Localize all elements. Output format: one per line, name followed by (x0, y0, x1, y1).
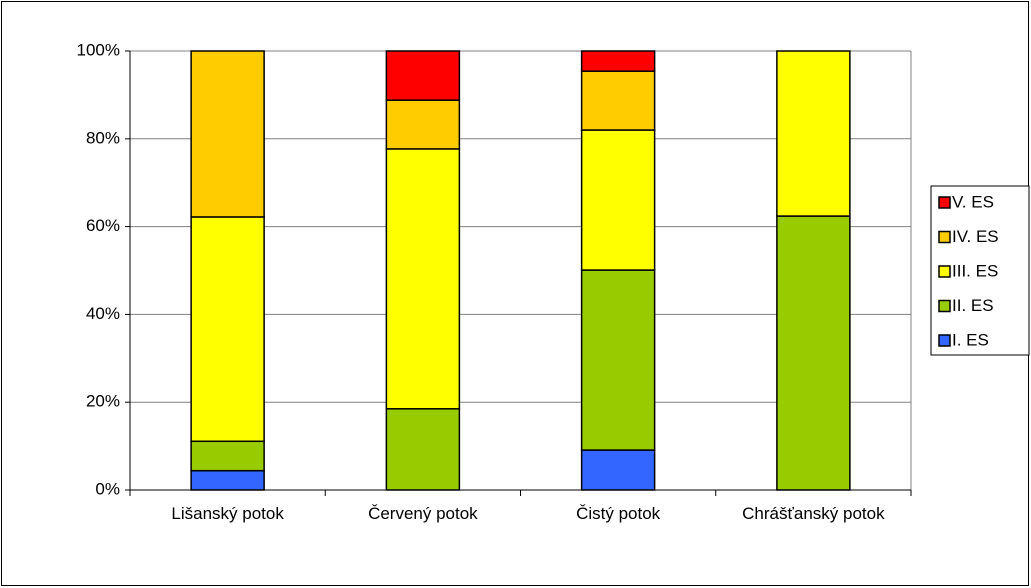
bar-segment (385, 148, 461, 410)
legend-label: III. ES (952, 261, 998, 280)
bar-segment (580, 269, 656, 451)
y-tick-label: 80% (86, 128, 120, 147)
bar-segment (190, 216, 265, 443)
bar-segment (580, 50, 656, 72)
bar-segment (580, 129, 656, 271)
y-tick-label: 100% (77, 40, 120, 59)
y-tick-label: 60% (86, 216, 120, 235)
y-tick-label: 20% (86, 392, 120, 411)
legend-swatch (938, 265, 951, 278)
x-tick-label: Chrášťanský potok (742, 504, 885, 523)
bar-segment (385, 99, 461, 150)
bar-segment (776, 50, 851, 217)
legend-swatch (938, 299, 951, 313)
legend-label: II. ES (952, 296, 994, 315)
bar-segment (190, 469, 265, 491)
y-tick-label: 0% (95, 479, 120, 498)
legend-label: V. ES (952, 192, 994, 211)
bar-segment (385, 50, 461, 101)
x-tick-label: Lišanský potok (171, 504, 284, 523)
x-tick-label: Čistý potok (576, 504, 661, 523)
bar-segment (190, 50, 265, 218)
legend-swatch (938, 334, 951, 347)
x-tick-label: Červený potok (368, 504, 478, 523)
legend-label: I. ES (952, 330, 989, 349)
bar-segment (190, 440, 265, 472)
bar-segment (776, 215, 851, 491)
bar-segment (385, 408, 461, 491)
legend-swatch (938, 196, 951, 209)
legend-swatch (938, 230, 951, 244)
legend-label: IV. ES (952, 227, 999, 246)
y-tick-label: 40% (86, 304, 120, 323)
bar-segment (580, 70, 656, 131)
bar-segment (580, 449, 656, 491)
